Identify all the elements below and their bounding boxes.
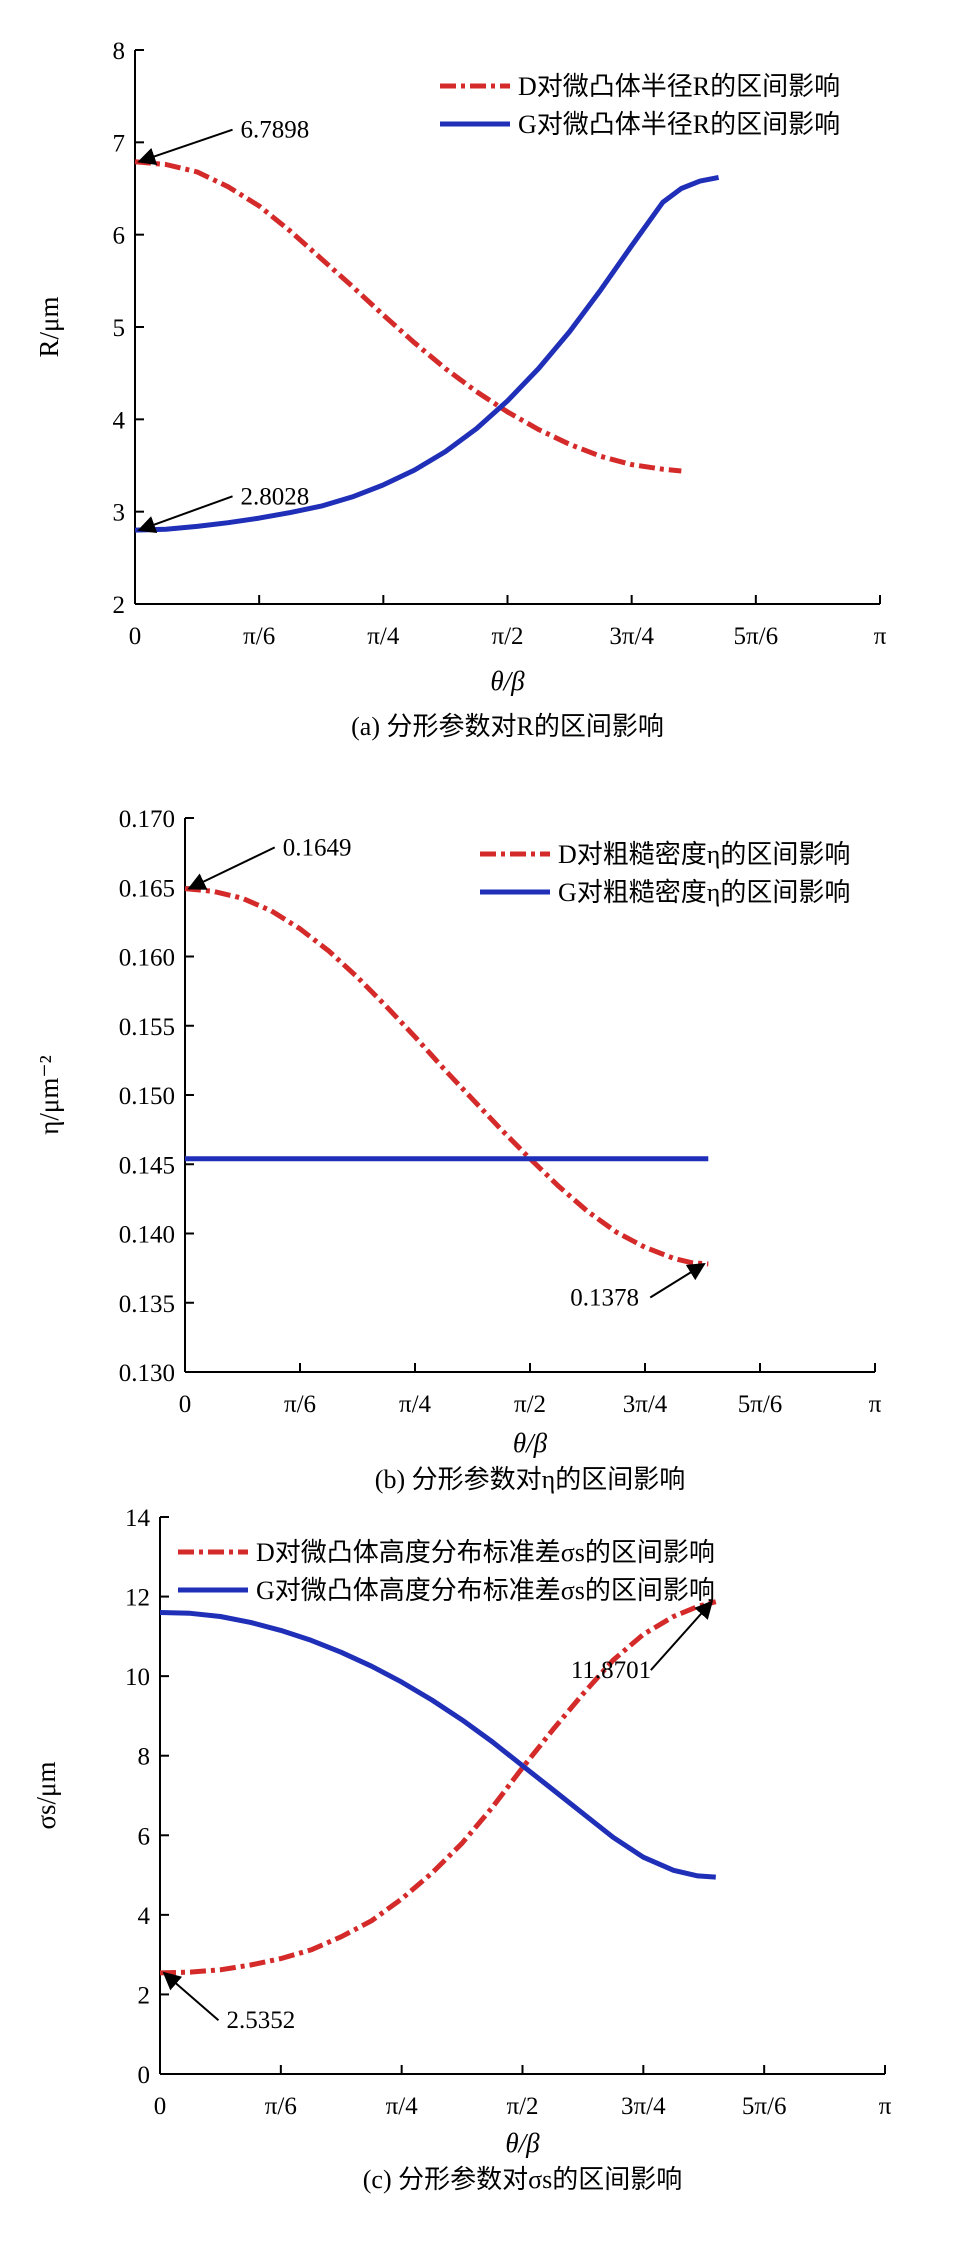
y-tick-label: 0.150: [119, 1083, 175, 1110]
x-tick-label: π/4: [367, 623, 400, 650]
x-tick-label: π: [879, 2093, 892, 2120]
chart-c: 0 2 4 6 8 10 12 14 0 π/6 π/4 π/2 3π/4 5π/6 π σs/μm θ/β (c…: [31, 1505, 892, 2194]
y-tick-label: 7: [113, 130, 126, 157]
chart-a: 2 3 4 5 6 7 8 0 π/6 π/4 π/2 3π/4 5π/6 π R/μm θ/β (a) 分形参…: [34, 38, 887, 741]
y-tick-label: 10: [125, 1664, 150, 1691]
x-tick-label: 3π/4: [623, 1391, 668, 1418]
x-tick-label: π/6: [243, 623, 275, 650]
y-tick-label: 14: [125, 1505, 151, 1532]
y-axis-label: η/μm⁻²: [34, 1055, 64, 1134]
x-tick-label: 5π/6: [742, 2093, 787, 2120]
y-tick-label: 2: [138, 1982, 151, 2009]
legend-label: G对微凸体半径R的区间影响: [518, 110, 840, 139]
y-axis-label: R/μm: [34, 297, 64, 358]
chart-b: 0.130 0.135 0.140 0.145 0.150 0.155 0.160 0.165…: [34, 806, 882, 1494]
y-tick-label: 0.145: [119, 1152, 175, 1179]
series-line-g: [134, 174, 720, 533]
x-tick-label: π/2: [514, 1391, 546, 1418]
y-tick-label: 2: [113, 592, 126, 619]
x-tick-label: π/6: [265, 2093, 297, 2120]
annotation-arrow: [137, 495, 233, 534]
annotation-arrow: [649, 1263, 706, 1299]
annotation-arrow: [137, 128, 233, 165]
y-tick-label: 4: [113, 407, 126, 434]
series-line-g: [159, 1610, 716, 1880]
x-tick-label: 3π/4: [621, 2093, 666, 2120]
annotation-label: 0.1649: [283, 834, 352, 861]
chart-caption: (c) 分形参数对σs的区间影响: [363, 2165, 683, 2194]
x-tick-label: 0: [179, 1391, 192, 1418]
y-tick-label: 0: [138, 2062, 151, 2089]
y-tick-label: 12: [125, 1585, 150, 1612]
annotation-label: 0.1378: [570, 1285, 639, 1312]
y-tick-label: 6: [138, 1823, 151, 1850]
x-tick-label: 5π/6: [738, 1391, 783, 1418]
annotation-arrow: [187, 846, 276, 890]
legend-label: D对微凸体半径R的区间影响: [518, 72, 840, 101]
y-tick-label: 5: [113, 315, 126, 342]
legend-label: G对粗糙密度η的区间影响: [558, 878, 850, 907]
x-tick-label: π: [869, 1391, 882, 1418]
x-tick-label: 3π/4: [609, 623, 654, 650]
series-line-d: [134, 159, 682, 474]
annotation-arrow: [162, 1971, 220, 2022]
x-tick-label: π/2: [491, 623, 523, 650]
y-tick-label: 0.135: [119, 1291, 175, 1318]
y-axis-label: σs/μm: [31, 1761, 61, 1829]
y-tick-label: 0.165: [119, 875, 175, 902]
y-tick-label: 6: [113, 223, 126, 250]
legend-label: D对微凸体高度分布标准差σs的区间影响: [256, 1538, 715, 1567]
x-tick-label: 5π/6: [734, 623, 779, 650]
legend-label: G对微凸体高度分布标准差σs的区间影响: [256, 1576, 715, 1605]
y-tick-label: 8: [113, 38, 126, 65]
x-tick-label: π/6: [284, 1391, 316, 1418]
x-axis-label: θ/β: [513, 1428, 548, 1458]
x-tick-label: 0: [154, 2093, 167, 2120]
annotation-label: 2.8028: [241, 483, 310, 510]
x-tick-label: 0: [129, 623, 142, 650]
x-tick-label: π/4: [386, 2093, 419, 2120]
y-tick-label: 0.130: [119, 1360, 175, 1387]
x-tick-label: π/4: [399, 1391, 432, 1418]
annotation-label: 11.8701: [571, 1657, 651, 1684]
y-tick-label: 0.170: [119, 806, 175, 833]
annotation-label: 2.5352: [226, 2007, 295, 2034]
series-line-d: [159, 1599, 717, 1976]
y-tick-label: 3: [113, 500, 126, 527]
x-axis-label: θ/β: [490, 666, 525, 696]
y-tick-label: 4: [138, 1903, 151, 1930]
annotation-arrow: [650, 1600, 714, 1671]
chart-caption: (a) 分形参数对R的区间影响: [351, 712, 664, 741]
x-axis-label: θ/β: [505, 2128, 540, 2158]
x-tick-label: π/2: [506, 2093, 538, 2120]
y-tick-label: 0.160: [119, 945, 175, 972]
y-tick-label: 0.155: [119, 1014, 175, 1041]
series-line-d: [184, 886, 709, 1267]
x-tick-label: π: [874, 623, 887, 650]
chart-caption: (b) 分形参数对η的区间影响: [375, 1465, 685, 1494]
annotation-label: 6.7898: [241, 117, 310, 144]
y-tick-label: 0.140: [119, 1222, 175, 1249]
y-tick-label: 8: [138, 1744, 151, 1771]
legend-label: D对粗糙密度η的区间影响: [558, 840, 850, 869]
